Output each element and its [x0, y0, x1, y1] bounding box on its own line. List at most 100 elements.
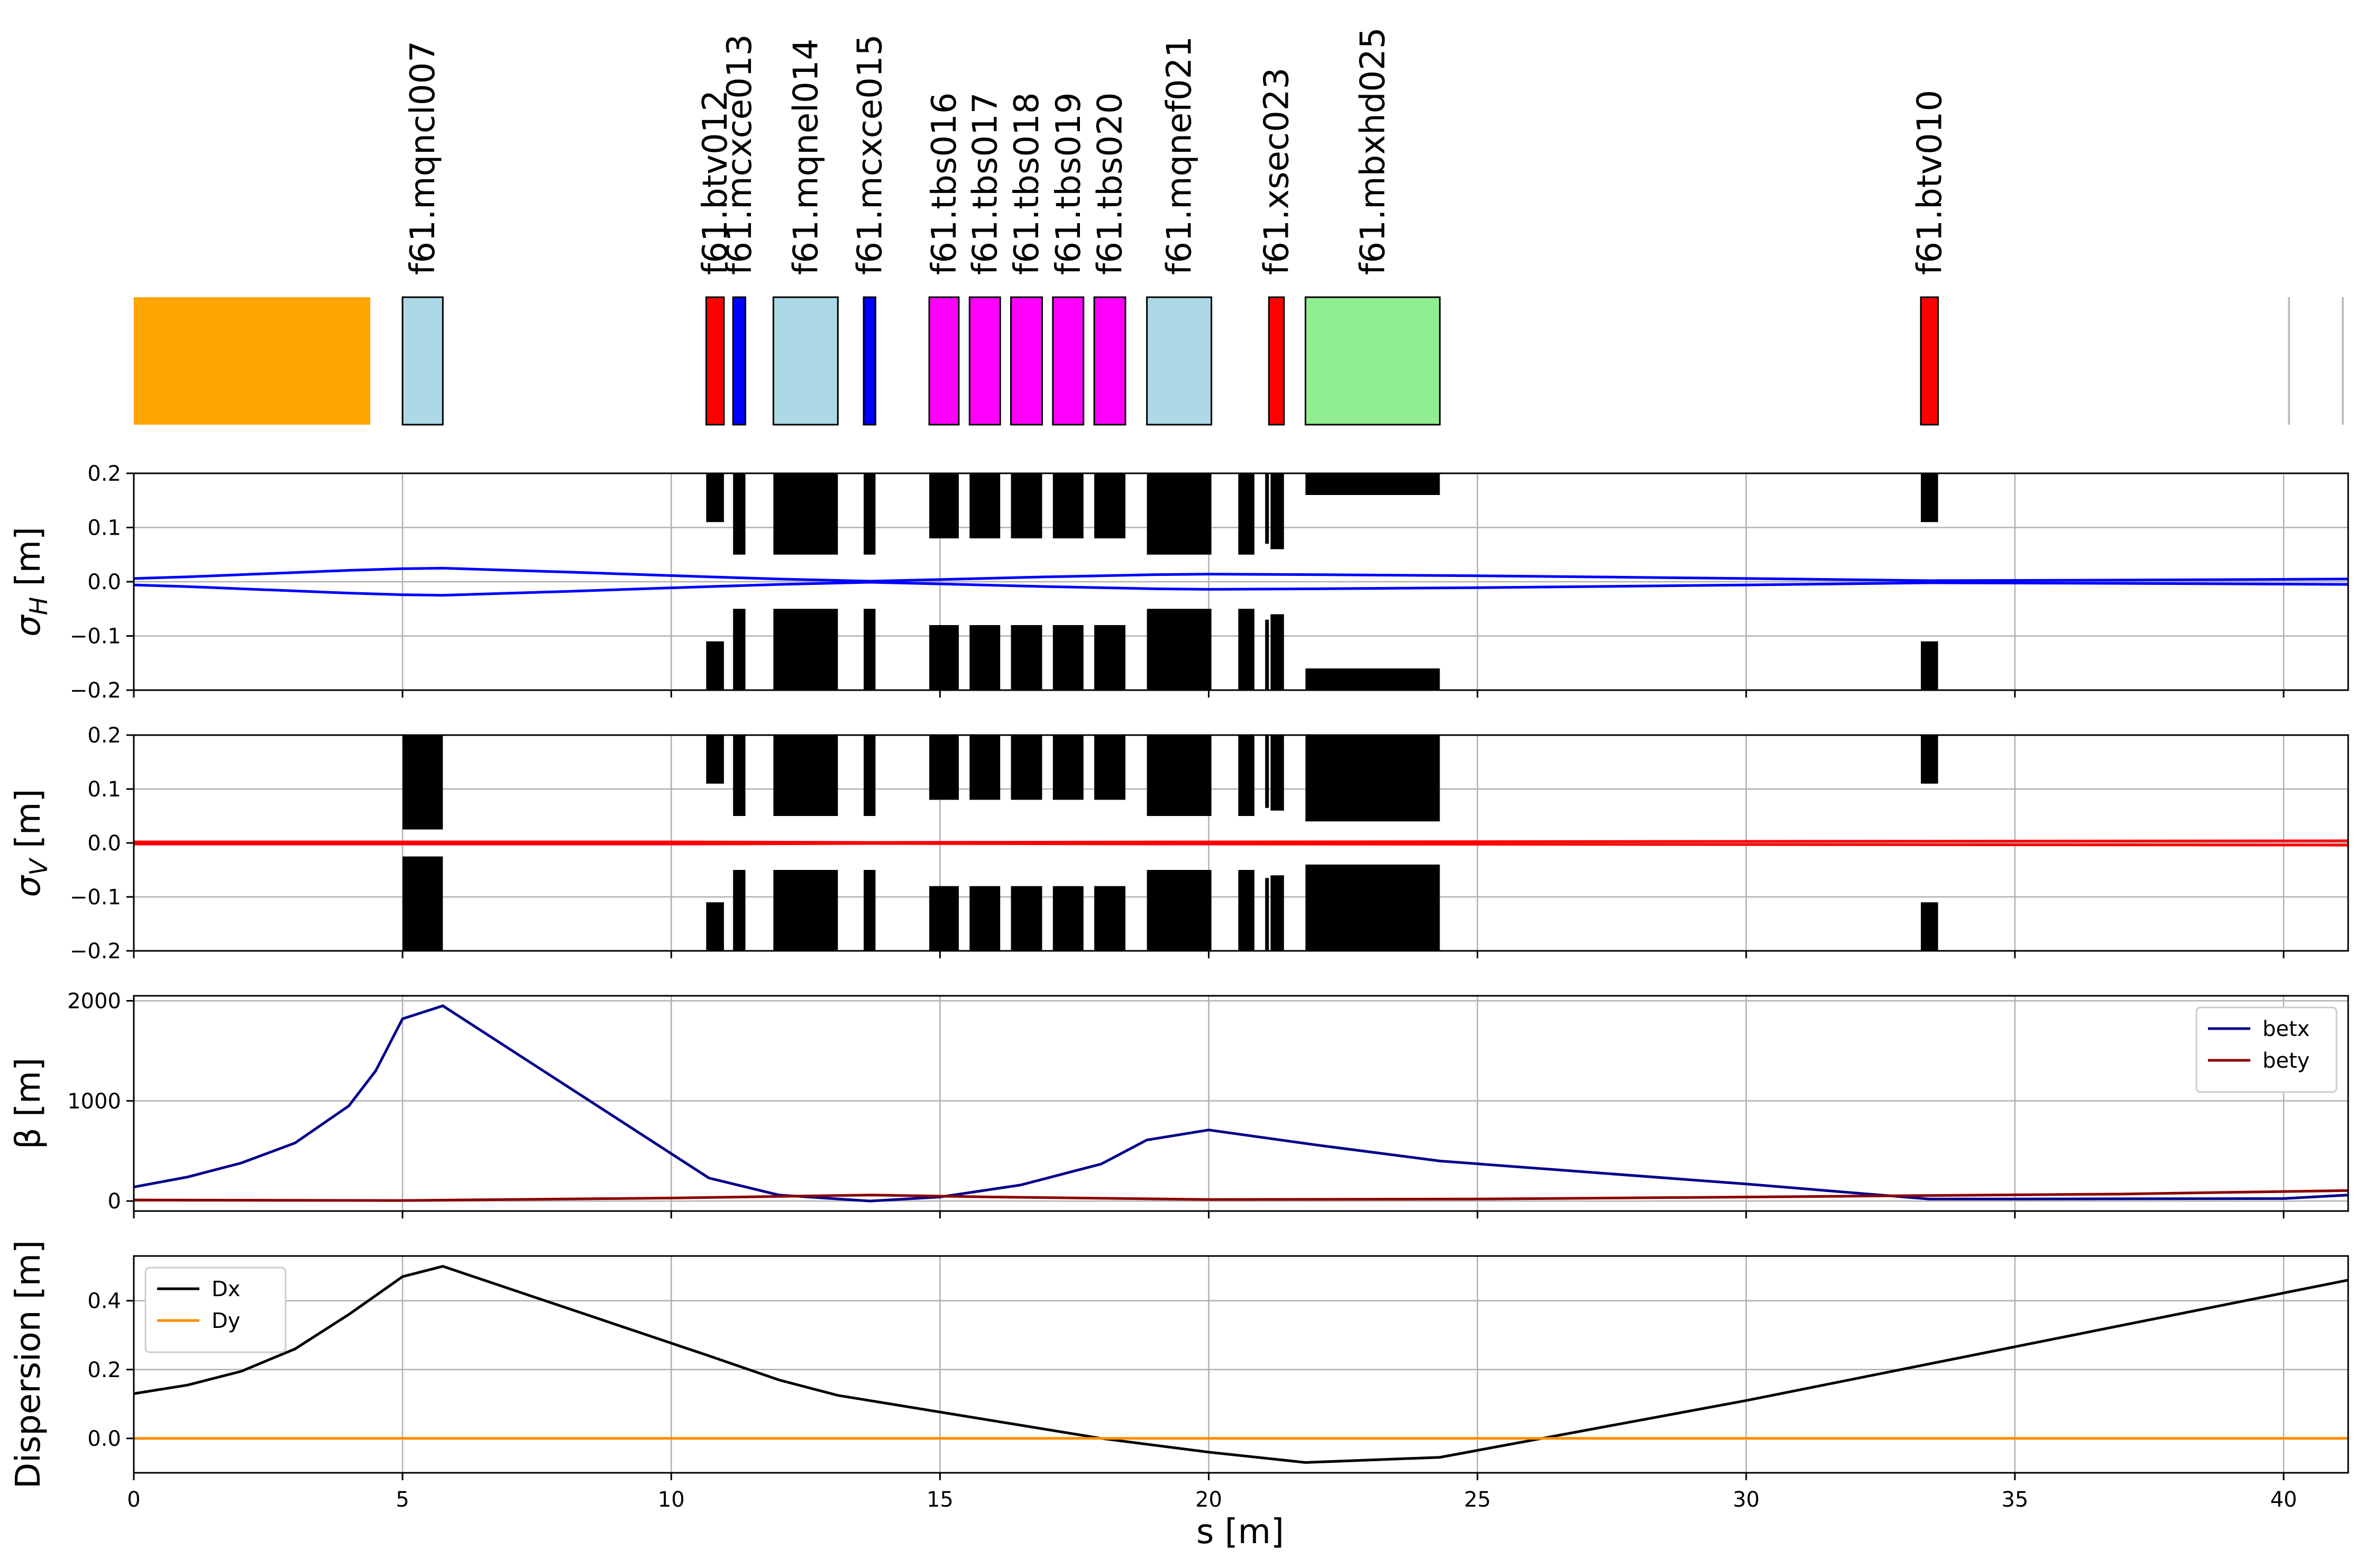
y-tick-label: 0.4 — [87, 1289, 121, 1314]
y-tick-label: 0.2 — [87, 462, 121, 486]
layout-element-10 — [1093, 296, 1126, 426]
layout-element-1 — [401, 296, 444, 426]
aperture-lower — [1147, 870, 1212, 951]
layout-element-label: f61.mqncl007 — [404, 41, 443, 275]
layout-element-label: f61.tbs016 — [925, 92, 964, 275]
y-tick-label: 0.1 — [87, 777, 121, 802]
aperture-upper — [773, 473, 838, 555]
aperture-upper — [1052, 735, 1084, 800]
y-axis-label: Dispersion [m] — [9, 1240, 48, 1489]
aperture-upper — [864, 473, 876, 555]
panel-frame — [133, 472, 2349, 691]
aperture-lower — [1094, 625, 1126, 690]
y-tick-label: 0.2 — [87, 1358, 121, 1382]
series-betx — [133, 1004, 2349, 1203]
aperture-lower — [1921, 641, 1938, 690]
x-tick-label: 20 — [1195, 1488, 1222, 1512]
aperture-lower — [864, 870, 876, 951]
aperture-upper — [1305, 473, 1440, 495]
aperture-upper — [1270, 735, 1284, 811]
legend-label: Dy — [212, 1309, 240, 1333]
panel-frame — [133, 734, 2349, 952]
aperture-lower — [1305, 668, 1440, 690]
layout-element-11 — [1146, 296, 1213, 426]
y-tick-label: 2000 — [67, 989, 121, 1013]
aperture-lower — [1238, 609, 1254, 690]
layout-element-label: f61.mbxhd025 — [1353, 27, 1392, 276]
aperture-upper — [1238, 735, 1254, 816]
x-tick-label: 35 — [2001, 1488, 2028, 1512]
aperture-upper — [773, 735, 838, 816]
aperture-lower — [1238, 870, 1254, 951]
aperture-upper — [864, 735, 876, 816]
aperture-lower — [969, 625, 1001, 690]
layout-element-8 — [1010, 296, 1043, 426]
aperture-lower — [864, 609, 876, 690]
aperture-upper — [1270, 473, 1284, 549]
x-axis-label: s [m] — [1196, 1512, 1284, 1552]
aperture-upper — [1921, 735, 1938, 784]
series-Dx — [133, 1264, 2349, 1464]
aperture-upper — [1921, 473, 1938, 522]
x-tick-label: 30 — [1733, 1488, 1760, 1512]
aperture-lower — [706, 902, 724, 951]
layout-element-label: f61.mqnel014 — [786, 39, 826, 275]
layout-element-9 — [1052, 296, 1085, 426]
layout-element-12 — [1268, 296, 1285, 426]
series-bety — [133, 1189, 2349, 1202]
aperture-lower — [1270, 875, 1284, 951]
panel-frame — [133, 995, 2349, 1212]
aperture-upper — [1265, 473, 1269, 544]
aperture-upper — [929, 735, 959, 800]
layout-element-7 — [968, 296, 1001, 426]
aperture-upper — [1011, 473, 1042, 538]
x-tick-label: 0 — [127, 1488, 140, 1512]
series-line-mirror — [134, 842, 2349, 847]
layout-element-label: f61.tbs019 — [1049, 92, 1088, 275]
layout-element-5 — [863, 296, 876, 426]
layout-element-label: f61.btv010 — [1910, 90, 1949, 275]
aperture-lower — [773, 870, 838, 951]
y-tick-label: 0.0 — [87, 570, 121, 594]
aperture-lower — [1011, 886, 1042, 951]
series-line — [134, 839, 2349, 844]
y-axis-label: β [m] — [9, 1058, 48, 1149]
y-tick-label: −0.2 — [70, 678, 121, 703]
aperture-upper — [1147, 735, 1212, 816]
y-tick-label: 1000 — [67, 1089, 121, 1114]
series-line-mirror — [133, 581, 2349, 597]
aperture-upper — [402, 735, 443, 830]
beta-panel: 0 1000 2000 β [m] betx bety — [9, 989, 2349, 1218]
layout-element-label: f61.tbs020 — [1091, 92, 1130, 275]
layout-element-6 — [928, 296, 960, 426]
aperture-upper — [706, 735, 724, 784]
layout-element-label: f61.mqnef021 — [1160, 36, 1199, 275]
y-tick-label: 0.0 — [87, 1427, 121, 1451]
layout-element-14 — [1920, 296, 1939, 426]
aperture-upper — [1147, 473, 1212, 555]
y-tick-label: 0 — [108, 1189, 121, 1214]
aperture-lower — [706, 641, 724, 690]
panel-frame — [133, 1255, 2349, 1474]
x-tick-label: 40 — [2270, 1488, 2297, 1512]
layout-element-label: f61.mcxce015 — [850, 34, 890, 275]
x-tick-label: 5 — [396, 1488, 409, 1512]
layout-element-0 — [134, 297, 371, 425]
y-tick-label: −0.1 — [70, 625, 121, 649]
series-line — [133, 566, 2349, 583]
y-tick-label: 0.1 — [87, 516, 121, 540]
y-tick-label: 0.2 — [87, 723, 121, 748]
aperture-lower — [773, 609, 838, 690]
x-tick-label: 10 — [658, 1488, 685, 1512]
aperture-lower — [1270, 614, 1284, 690]
y-axis-label: σH [m] — [9, 527, 53, 637]
aperture-lower — [733, 609, 746, 690]
aperture-lower — [1921, 902, 1938, 951]
y-tick-label: −0.2 — [70, 939, 121, 964]
aperture-upper — [706, 473, 724, 522]
aperture-lower — [1011, 625, 1042, 690]
y-tick-label: 0.0 — [87, 831, 121, 856]
aperture-upper — [969, 473, 1001, 538]
aperture-upper — [1094, 735, 1126, 800]
